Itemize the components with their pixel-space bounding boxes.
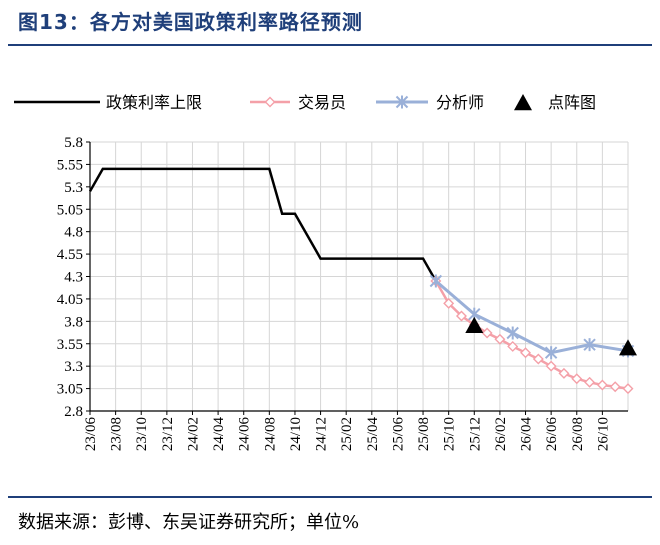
x-tick-label: 23/12 (160, 417, 176, 451)
x-tick-label: 23/08 (109, 417, 125, 451)
market-point (507, 340, 519, 352)
x-tick-label: 24/02 (185, 417, 201, 451)
market-point (622, 383, 634, 395)
market-point (545, 360, 557, 372)
market-point (443, 297, 455, 309)
x-tick-label: 24/08 (262, 417, 278, 451)
x-tick-label: 23/10 (134, 417, 150, 451)
figure-title: 图13：各方对美国政策利率路径预测 (18, 10, 363, 34)
dotplot-point (465, 316, 484, 334)
legend-label: 政策利率上限 (106, 93, 202, 112)
series-line (434, 280, 629, 390)
analyst-point (395, 95, 409, 109)
series-line (88, 167, 437, 282)
legend: 政策利率上限 交易员 分析师 点阵图 (14, 93, 596, 112)
analyst-point (506, 326, 519, 340)
legend-label: 点阵图 (548, 93, 596, 112)
grid (89, 141, 629, 411)
legend-label: 分析师 (436, 93, 484, 112)
legend-label: 交易员 (298, 93, 346, 112)
dotplot-point (619, 339, 637, 356)
x-tick-label: 26/04 (519, 417, 535, 452)
x-tick-label: 26/06 (544, 417, 560, 452)
market-point (596, 379, 608, 391)
market-point (494, 333, 506, 345)
market-point (455, 310, 467, 322)
market-point (558, 367, 570, 379)
market-point (520, 347, 532, 359)
market-point (609, 381, 621, 393)
y-tick-label: 3.8 (64, 314, 83, 330)
y-tick-label: 5.8 (64, 135, 83, 151)
y-tick-label: 5.3 (64, 180, 83, 196)
x-tick-label: 25/10 (442, 417, 458, 451)
series-line (434, 279, 629, 355)
y-tick-label: 4.55 (57, 247, 83, 263)
source-note: 数据来源：彭博、东吴证券研究所；单位% (18, 512, 360, 533)
x-tick-label: 24/12 (314, 417, 330, 451)
x-tick-label: 26/10 (595, 417, 611, 451)
y-tick-label: 2.8 (64, 404, 83, 420)
dotplot-point (514, 94, 532, 111)
x-tick-label: 24/04 (211, 417, 227, 452)
market-point (532, 353, 544, 365)
market-point (584, 376, 596, 388)
x-axis-ticks: 23/06 23/08 23/10 23/12 24/02 24/04 24/06 24/08… (83, 417, 611, 452)
y-tick-label: 4.3 (64, 270, 83, 286)
y-tick-label: 4.05 (57, 292, 83, 308)
title-rule (8, 44, 652, 46)
x-tick-label: 24/10 (288, 417, 304, 451)
x-tick-label: 23/06 (83, 417, 99, 452)
x-tick-label: 25/08 (416, 417, 432, 451)
y-tick-label: 4.8 (64, 225, 83, 241)
y-tick-label: 5.05 (57, 202, 83, 218)
x-tick-label: 26/08 (570, 417, 586, 451)
x-tick-label: 25/06 (390, 417, 406, 452)
x-tick-label: 24/06 (237, 417, 253, 452)
legend-item: 政策利率上限 (14, 93, 202, 112)
x-tick-label: 25/04 (365, 417, 381, 452)
analyst-point (544, 346, 558, 360)
source-rule (8, 496, 652, 498)
x-tick-label: 26/02 (493, 417, 509, 451)
market-point (481, 327, 493, 339)
series-none (88, 167, 437, 282)
legend-item: 交易员 (250, 93, 346, 112)
analyst-point (583, 338, 596, 352)
y-tick-label: 3.05 (57, 382, 83, 398)
market-point (571, 373, 583, 385)
y-tick-label: 3.3 (64, 359, 83, 375)
legend-item: 点阵图 (514, 93, 596, 112)
legend-item: 分析师 (376, 93, 484, 112)
x-tick-label: 25/02 (339, 417, 355, 451)
y-axis-ticks: 2.8 3.05 3.3 3.55 3.8 4.05 4.3 4.55 4.8 5.05 5.3 5.… (57, 135, 83, 420)
market-point (264, 96, 276, 108)
axes (86, 141, 628, 415)
analyst-point (429, 274, 443, 288)
y-tick-label: 5.55 (57, 157, 83, 173)
x-tick-label: 25/12 (467, 417, 483, 451)
series-layer (88, 167, 637, 395)
y-tick-label: 3.55 (57, 337, 83, 353)
series-triangle (465, 316, 637, 356)
